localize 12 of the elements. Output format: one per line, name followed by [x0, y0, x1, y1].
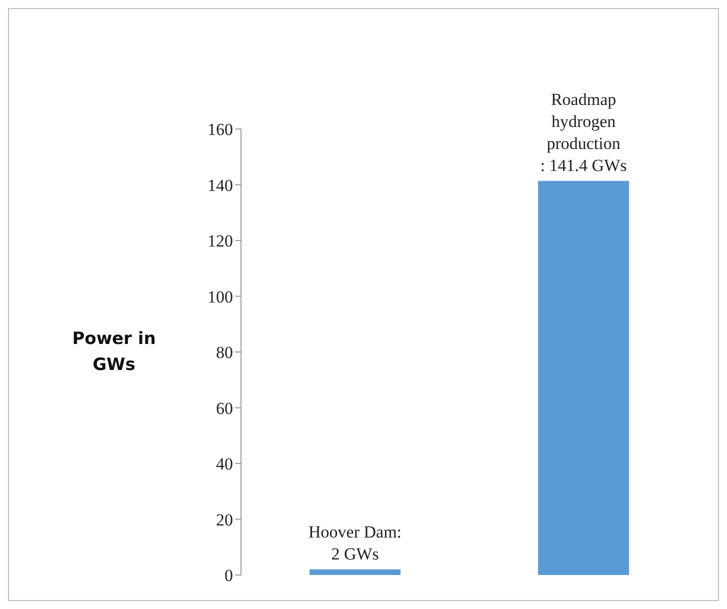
y-tick-label: 160: [208, 120, 233, 140]
y-tick-label: 80: [216, 343, 233, 362]
data-label: Roadmap hydrogen production : 141.4 GWs: [540, 90, 627, 175]
y-tick-label: 60: [216, 398, 233, 418]
y-tick-label: 40: [216, 454, 233, 474]
y-axis-title: Power in GWs: [72, 329, 156, 375]
y-tick-label: 0: [224, 566, 233, 586]
y-tick-label: 100: [208, 287, 233, 306]
y-tick-label: 140: [208, 176, 233, 195]
y-tick-label: 20: [216, 510, 233, 530]
y-tick-label: 120: [208, 232, 233, 251]
data-label: Hoover Dam: 2 GWs: [308, 522, 402, 564]
